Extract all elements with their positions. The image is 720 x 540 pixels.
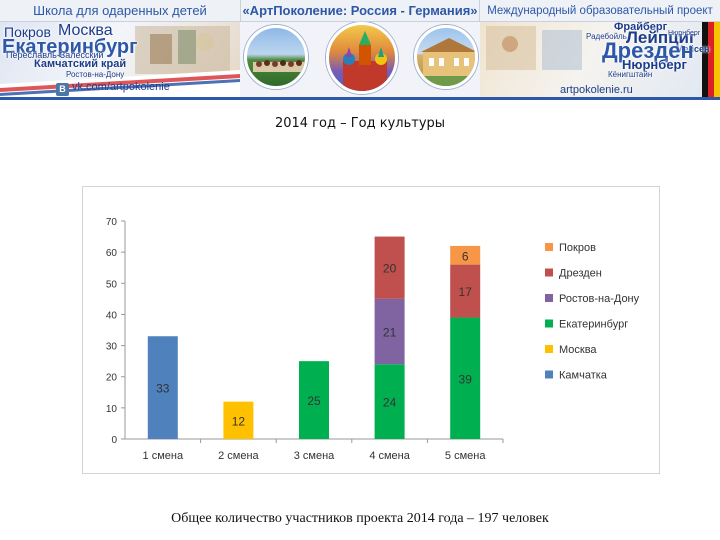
data-label-дрезден: 17 [459,285,473,299]
header-banner: Школа для одаренных детей Покров Москва … [0,0,720,100]
data-label-ростов-на-дону: 21 [383,326,397,340]
city-label-dresden: Дрезден [602,38,694,63]
y-tick-label: 60 [106,248,118,259]
bar-segment-дрезден [374,236,405,299]
page-title: 2014 год – Год культуры [274,116,446,131]
legend-swatch-дрезден [545,268,553,277]
data-label-покров: 6 [462,249,469,263]
bar-segment-камчатка [147,336,178,439]
chart-frame: 0 10 20 30 40 50 60 70 1 смена 33 2 смена 12 3 смена… [82,186,660,474]
legend-label-москва: Москва [559,344,597,356]
bar-segment-дрезден [450,264,481,318]
data-label-екатеринбург: 39 [459,372,473,386]
legend-swatch-москва [545,345,553,353]
kremlin-illustration [343,31,387,91]
legend-swatch-ростов-на-дону [545,294,553,302]
city-label-pokrov: Покров [4,24,51,40]
x-tick-label: 5 смена [445,450,486,462]
x-tick-label: 2 смена [218,450,259,462]
data-label-дрезден: 20 [383,262,397,276]
x-tick-label: 1 смена [143,450,184,462]
city-label-koenigstein: Кёнигштайн [608,70,653,79]
legend-label-дрезден: Дрезден [559,268,602,280]
city-label-freiberg: Фрайберг [614,22,668,33]
legend-swatch-екатеринбург [545,319,553,328]
bar-segment-екатеринбург [450,317,481,439]
city-label-leipzig: Лейпциг [626,28,697,47]
city-label-pereslavl: Переславль-Залесский [6,50,104,60]
legend-swatch-покров [545,243,553,251]
legend-swatch-камчатка [545,370,553,379]
stacked-bar-chart: 0 10 20 30 40 50 60 70 1 смена 33 2 смена 12 3 смена… [106,217,640,462]
city-label-nuremberg-small: Нюрнберг [668,30,701,37]
city-label-moskva: Москва [58,22,113,39]
bar-segment-москва [223,401,254,439]
city-label-meissen: Мейсен [676,44,710,54]
x-tick-label: 4 смена [369,450,410,462]
y-tick-label: 40 [106,310,118,321]
german-flag-stripe [702,22,720,97]
legend-label-ростов-на-дону: Ростов-на-Дону [559,293,640,305]
photo-circle-palace [414,25,478,89]
bar-segment-покров [450,245,481,265]
site-link[interactable]: artpokolenie.ru [560,84,633,96]
data-label-москва: 12 [232,414,246,428]
bar-segment-ростов-на-дону [374,298,405,365]
data-label-камчатка: 33 [156,382,170,396]
header-right-panel: Фрайберг Радебойль Лейпциг Мейсен Нюрнбе… [480,22,720,97]
header-left-panel: Покров Москва Екатеринбург Переславль-За… [0,22,240,97]
photo-circle-group [244,25,308,89]
city-label-nuremberg: Нюрнберг [622,57,687,72]
bar-segment-екатеринбург [299,361,329,439]
y-tick-label: 20 [106,373,118,384]
city-label-kamchatka: Камчатский край [34,58,127,70]
y-tick-label: 0 [111,435,117,446]
city-label-ekaterinburg: Екатеринбург [2,36,138,58]
legend-label-екатеринбург: Екатеринбург [559,319,628,331]
header-center-title: «АртПоколение: Россия - Германия» [240,0,480,22]
vk-link-text: vk.com/artpokolenie [72,81,170,93]
group-photo-illustration [253,60,305,72]
data-label-екатеринбург: 24 [383,396,397,410]
legend-label-покров: Покров [559,242,596,254]
x-tick-label: 3 смена [294,450,335,462]
vk-icon: B [56,83,69,96]
y-tick-label: 10 [106,404,118,415]
city-label-radebeul: Радебойль [586,32,627,41]
photo-circle-kremlin [326,22,398,94]
header-left-title: Школа для одаренных детей [0,0,240,22]
legend-label-камчатка: Камчатка [559,370,608,382]
data-label-екатеринбург: 25 [307,394,321,408]
palace-illustration [417,38,475,86]
footer-caption: Общее количество участников проекта 2014… [171,511,549,526]
y-tick-label: 30 [106,342,118,353]
header-center-panel [240,22,480,97]
city-label-rostov: Ростов-на-Дону [66,70,125,79]
right-panel-artwork [486,26,582,70]
y-tick-label: 70 [106,217,118,228]
y-tick-label: 50 [106,279,118,290]
bar-segment-екатеринбург [374,364,405,439]
header-right-title: Международный образовательный проект [480,0,720,22]
